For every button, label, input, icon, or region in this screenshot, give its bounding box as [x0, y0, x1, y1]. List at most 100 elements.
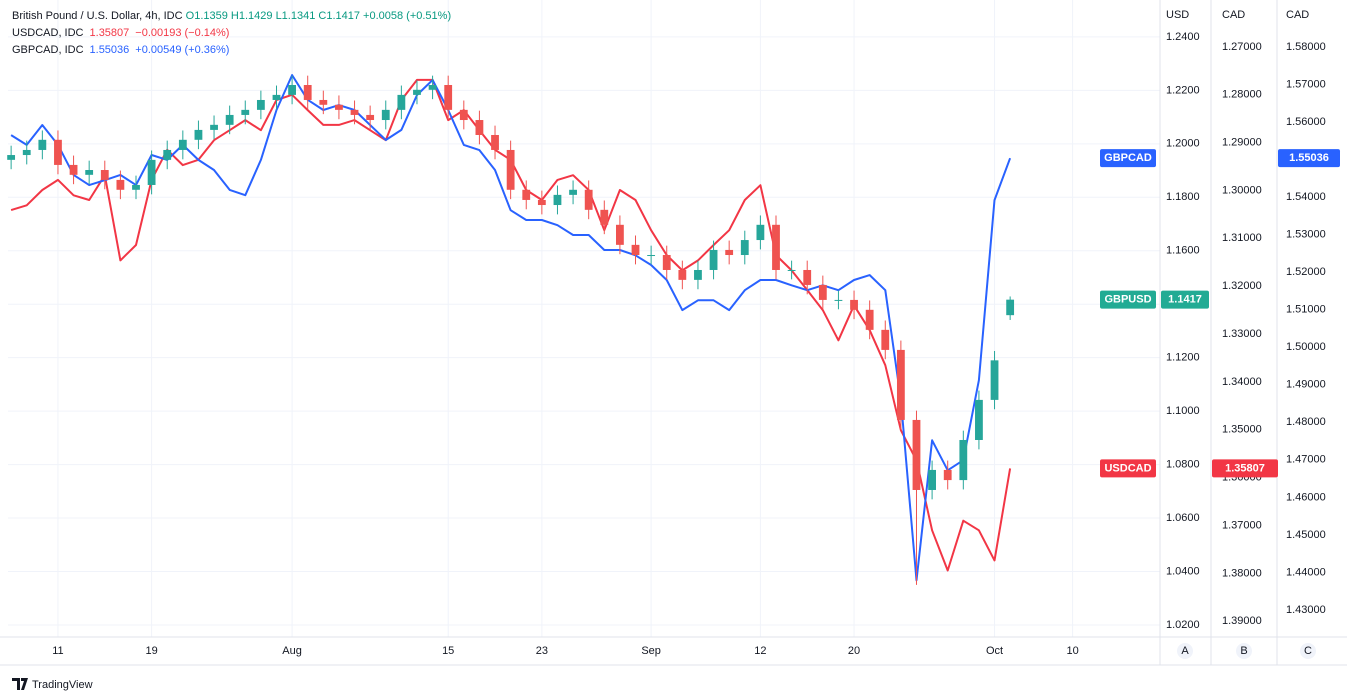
y-tick-label: 1.27000 — [1222, 41, 1262, 53]
y-tick-label: 1.1800 — [1166, 191, 1200, 203]
candle-body — [522, 189, 531, 200]
x-tick-label: 23 — [536, 645, 548, 657]
legend-stat: +0.0058 (+0.51%) — [363, 10, 451, 22]
x-tick-label: 19 — [145, 645, 157, 657]
candle-body — [975, 399, 983, 440]
y-tick-label: 1.47000 — [1286, 454, 1326, 466]
candle-body — [725, 249, 734, 256]
y-tick-label: 1.0800 — [1166, 458, 1200, 470]
legend-stat: H1.1429 — [231, 10, 273, 22]
x-tick-label: 15 — [442, 645, 454, 657]
candle-body — [85, 170, 94, 175]
y-tick-label: 1.39000 — [1222, 615, 1262, 627]
candle-body — [694, 269, 702, 280]
candle-body — [756, 224, 765, 241]
candle-body — [709, 249, 718, 270]
candle-body — [7, 155, 16, 160]
candle-body — [100, 170, 109, 180]
candle-body — [38, 139, 47, 150]
candle-body — [787, 269, 796, 271]
candle-body — [881, 329, 890, 350]
candle-body — [413, 89, 421, 95]
brand[interactable]: TradingView — [12, 678, 93, 691]
candle-body — [803, 269, 812, 285]
legend-series-change: −0.00193 (−0.14%) — [135, 27, 229, 39]
symbol-tag-bg — [1100, 290, 1156, 309]
y-tick-label: 1.56000 — [1286, 116, 1326, 128]
series-tag: GBPCAD — [1104, 152, 1152, 164]
candle-body — [241, 109, 250, 115]
candle-body — [912, 419, 921, 490]
y-tick-label: 1.38000 — [1222, 567, 1262, 579]
y-tick-label: 1.2000 — [1166, 138, 1200, 150]
candle-body — [194, 129, 203, 140]
candle-body — [850, 299, 858, 310]
y-tick-label: 1.31000 — [1222, 232, 1262, 244]
series-tag-bg — [1100, 149, 1156, 168]
y-tick-label: 1.58000 — [1286, 41, 1326, 53]
candle-body — [303, 85, 312, 100]
y-tick-label: 1.43000 — [1286, 604, 1326, 616]
axis-unit: CAD — [1286, 9, 1309, 21]
candle-body — [210, 124, 218, 130]
y-tick-label: 1.53000 — [1286, 229, 1326, 241]
price-tag-bg — [1161, 290, 1209, 309]
legend-series-name: USDCAD, IDC — [12, 27, 84, 39]
legend-series-name: GBPCAD, IDC — [12, 44, 84, 56]
legend-stat: L1.1341 — [276, 10, 316, 22]
candle-body — [132, 184, 140, 190]
series-tag: USDCAD — [1104, 462, 1151, 474]
y-tick-label: 1.1200 — [1166, 352, 1200, 364]
candle-body — [553, 194, 562, 206]
legend-series: GBPCAD, IDC 1.55036 +0.00549 (+0.36%) — [12, 44, 229, 56]
x-tick-label: Sep — [641, 645, 661, 657]
series-price-tag: 1.55036 — [1289, 152, 1329, 164]
axis-letter-badge — [1300, 643, 1316, 659]
series-price-tag: 1.35807 — [1225, 462, 1265, 474]
candle-body — [350, 109, 359, 115]
x-tick-label: 11 — [52, 645, 63, 657]
y-tick-label: 1.33000 — [1222, 328, 1262, 340]
y-tick-label: 1.2400 — [1166, 31, 1200, 43]
y-tick-label: 1.50000 — [1286, 341, 1326, 353]
axis-letter-badge — [1236, 643, 1252, 659]
candle-body — [444, 85, 453, 110]
y-tick-label: 1.1600 — [1166, 245, 1200, 257]
legend-series-change: +0.00549 (+0.36%) — [135, 44, 229, 56]
candle-body — [178, 139, 187, 150]
candle-body — [896, 349, 905, 420]
axis-letter: A — [1181, 645, 1189, 657]
candle-body — [22, 149, 31, 156]
legend-title: British Pound / U.S. Dollar, 4h, IDC — [12, 10, 183, 22]
candle-body — [600, 209, 609, 225]
candle-body — [818, 284, 827, 300]
x-tick-label: 20 — [848, 645, 860, 657]
candle-body — [943, 469, 952, 481]
axis-letter: C — [1304, 645, 1312, 657]
grid-layer — [8, 0, 1160, 637]
candle-body — [225, 114, 234, 125]
candle-body — [475, 120, 484, 135]
x-tick-label: 10 — [1066, 645, 1078, 657]
candle-body — [662, 255, 671, 270]
candle-body — [616, 224, 624, 245]
candle-body — [335, 104, 343, 110]
y-tick-label: 1.2200 — [1166, 84, 1200, 96]
y-tick-label: 1.52000 — [1286, 266, 1326, 278]
y-tick-label: 1.48000 — [1286, 416, 1326, 428]
series-line — [10, 74, 1012, 582]
series-price-tag-bg — [1278, 149, 1340, 168]
candle-body — [366, 114, 375, 121]
candle-body — [428, 85, 437, 90]
y-tick-label: 1.34000 — [1222, 376, 1262, 388]
candle-body — [865, 309, 874, 330]
y-tick-label: 1.35000 — [1222, 424, 1262, 436]
y-tick-label: 1.49000 — [1286, 379, 1326, 391]
y-tick-label: 1.1000 — [1166, 405, 1200, 417]
candle-body — [116, 179, 125, 190]
candle-body — [272, 94, 281, 100]
symbol-tag: GBPUSD — [1104, 294, 1151, 306]
series-tag-bg — [1100, 459, 1156, 478]
